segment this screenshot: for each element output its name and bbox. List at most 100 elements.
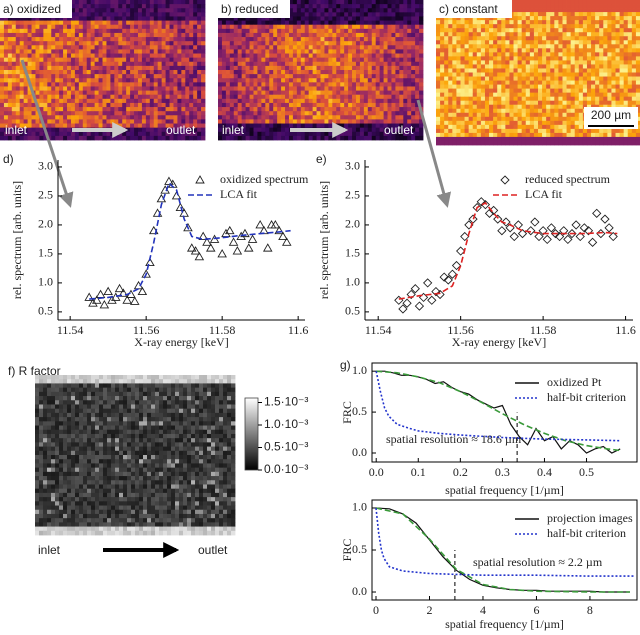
image-pixel	[142, 45, 146, 50]
image-pixel	[234, 45, 238, 50]
image-pixel	[103, 111, 107, 116]
image-pixel	[79, 49, 83, 54]
image-pixel	[301, 4, 305, 9]
image-pixel	[103, 62, 107, 67]
image-pixel	[246, 132, 250, 137]
image-pixel	[250, 70, 254, 75]
image-pixel	[269, 49, 273, 54]
image-pixel	[628, 81, 632, 85]
image-pixel	[170, 58, 174, 63]
image-pixel	[32, 45, 36, 50]
image-pixel	[332, 91, 336, 96]
image-pixel	[197, 86, 201, 91]
image-pixel	[591, 85, 595, 89]
image-pixel	[24, 82, 28, 87]
image-pixel	[118, 33, 122, 38]
image-pixel	[297, 78, 301, 83]
image-pixel	[138, 99, 142, 104]
image-pixel	[419, 91, 423, 96]
image-pixel	[550, 81, 554, 85]
image-pixel	[636, 93, 640, 97]
image-pixel	[489, 36, 493, 40]
image-pixel	[126, 111, 130, 116]
image-pixel	[436, 117, 440, 121]
image-pixel	[305, 82, 309, 87]
image-pixel	[460, 20, 464, 24]
image-pixel	[497, 89, 501, 93]
image-pixel	[301, 103, 305, 108]
image-pixel	[399, 33, 403, 38]
image-pixel	[118, 91, 122, 96]
image-pixel	[391, 41, 395, 46]
image-pixel	[8, 78, 12, 83]
image-pixel	[624, 16, 628, 20]
image-pixel	[603, 85, 607, 89]
image-pixel	[415, 16, 419, 21]
image-pixel	[110, 25, 114, 30]
image-pixel	[150, 136, 154, 141]
image-pixel	[324, 124, 328, 129]
image-pixel	[477, 36, 481, 40]
image-pixel	[122, 12, 126, 17]
image-pixel	[632, 8, 636, 12]
image-pixel	[538, 68, 542, 72]
image-pixel	[95, 54, 99, 59]
image-pixel	[305, 62, 309, 67]
image-pixel	[91, 74, 95, 79]
image-pixel	[562, 0, 566, 4]
image-pixel	[324, 78, 328, 83]
image-pixel	[518, 0, 522, 4]
image-pixel	[419, 86, 423, 91]
image-pixel	[269, 78, 273, 83]
image-pixel	[297, 33, 301, 38]
image-pixel	[534, 64, 538, 68]
image-pixel	[591, 32, 595, 36]
image-pixel	[616, 48, 620, 52]
image-pixel	[317, 82, 321, 87]
image-pixel	[328, 37, 332, 42]
image-pixel	[554, 81, 558, 85]
image-pixel	[230, 78, 234, 83]
image-pixel	[364, 136, 368, 141]
image-pixel	[465, 97, 469, 101]
image-pixel	[253, 103, 257, 108]
image-pixel	[154, 70, 158, 75]
image-pixel	[554, 8, 558, 12]
image-pixel	[122, 119, 126, 124]
image-pixel	[170, 95, 174, 100]
image-pixel	[59, 41, 63, 46]
image-pixel	[114, 8, 118, 13]
image-pixel	[436, 28, 440, 32]
image-pixel	[257, 99, 261, 104]
image-pixel	[328, 95, 332, 100]
image-pixel	[51, 62, 55, 67]
image-pixel	[297, 82, 301, 87]
image-pixel	[273, 62, 277, 67]
image-pixel	[197, 124, 201, 129]
image-pixel	[20, 45, 24, 50]
image-pixel	[242, 33, 246, 38]
image-pixel	[106, 54, 110, 59]
image-pixel	[518, 44, 522, 48]
image-pixel	[114, 25, 118, 30]
image-pixel	[505, 97, 509, 101]
image-pixel	[514, 81, 518, 85]
image-pixel	[419, 8, 423, 13]
image-pixel	[368, 54, 372, 59]
image-pixel	[20, 74, 24, 79]
image-pixel	[63, 99, 67, 104]
image-pixel	[16, 62, 20, 67]
image-pixel	[28, 49, 32, 54]
image-pixel	[514, 93, 518, 97]
image-pixel	[530, 56, 534, 60]
image-pixel	[173, 0, 177, 5]
image-pixel	[177, 91, 181, 96]
image-pixel	[95, 33, 99, 38]
image-pixel	[321, 29, 325, 34]
image-pixel	[234, 29, 238, 34]
image-pixel	[328, 33, 332, 38]
image-pixel	[550, 73, 554, 77]
image-pixel	[138, 103, 142, 108]
image-pixel	[407, 70, 411, 75]
image-pixel	[134, 66, 138, 71]
